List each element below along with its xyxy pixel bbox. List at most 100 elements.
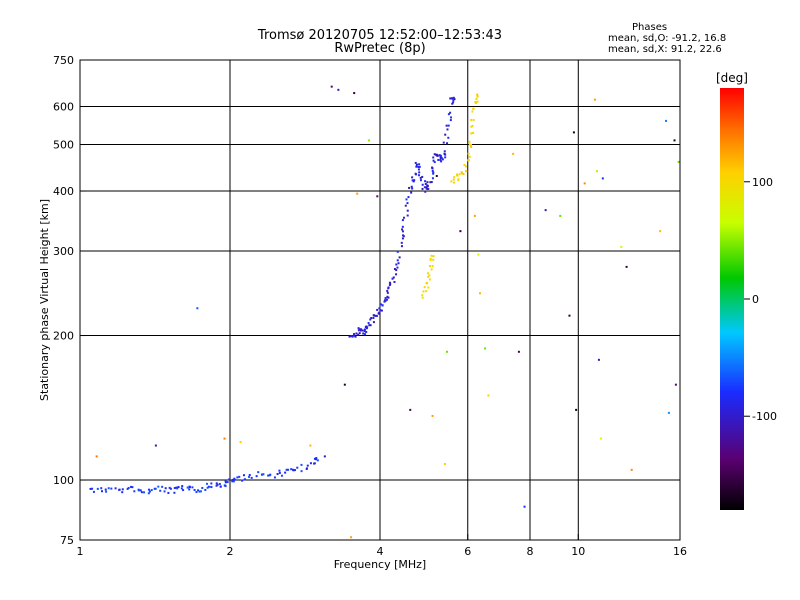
echo-point xyxy=(388,283,391,286)
echo-point xyxy=(353,333,356,336)
echo-point xyxy=(427,275,430,278)
echo-point xyxy=(659,230,662,233)
echo-point xyxy=(428,274,431,277)
echo-point xyxy=(439,157,442,160)
echo-point xyxy=(677,160,680,163)
echo-point xyxy=(387,296,390,299)
echo-point xyxy=(575,408,578,411)
echo-point xyxy=(300,470,303,473)
echo-point xyxy=(457,178,460,181)
echo-point xyxy=(352,334,355,337)
echo-point xyxy=(544,209,547,212)
echo-point xyxy=(365,331,368,334)
echo-point xyxy=(357,327,360,330)
echo-point xyxy=(169,487,172,490)
echo-point xyxy=(453,98,456,101)
echo-point xyxy=(444,156,447,159)
echo-point xyxy=(350,536,353,539)
echo-point xyxy=(447,113,450,116)
echo-point xyxy=(444,133,447,136)
y-tick-label: 600 xyxy=(53,101,74,114)
echo-point xyxy=(422,290,425,293)
echo-point xyxy=(470,125,473,128)
echo-point xyxy=(157,485,160,488)
echo-point xyxy=(163,490,166,493)
echo-point xyxy=(370,317,373,320)
echo-point xyxy=(130,485,133,488)
echo-point xyxy=(453,176,456,179)
echo-point xyxy=(402,216,405,219)
echo-point xyxy=(396,250,399,253)
echo-point xyxy=(429,181,432,184)
echo-point xyxy=(559,214,562,217)
echo-point xyxy=(121,491,124,494)
echo-point xyxy=(463,163,466,166)
echo-point xyxy=(180,487,183,490)
echo-point xyxy=(377,312,380,315)
echo-point xyxy=(523,505,526,508)
echo-point xyxy=(204,488,207,491)
echo-point xyxy=(449,119,452,122)
echo-point xyxy=(460,171,463,174)
echo-point xyxy=(280,474,283,477)
colorbar-tick-label: -100 xyxy=(752,410,777,423)
echo-point xyxy=(406,214,409,217)
echo-point xyxy=(411,176,414,179)
echo-point xyxy=(287,468,290,471)
echo-point xyxy=(465,170,468,173)
echo-point xyxy=(595,170,598,173)
echo-point xyxy=(425,290,428,293)
x-tick-label: 4 xyxy=(377,545,384,558)
echo-point xyxy=(186,486,189,489)
echo-point xyxy=(443,152,446,155)
echo-point xyxy=(323,455,326,458)
echo-point xyxy=(386,295,389,298)
echo-point xyxy=(267,474,270,477)
echo-point xyxy=(456,174,459,177)
echo-point xyxy=(384,299,387,302)
echo-point xyxy=(436,154,439,157)
echo-point xyxy=(419,179,422,182)
echo-point xyxy=(291,468,294,471)
echo-point xyxy=(467,158,470,161)
echo-point xyxy=(467,152,470,155)
echo-point xyxy=(126,487,129,490)
echo-point xyxy=(150,489,153,492)
echo-point xyxy=(231,478,234,481)
echo-point xyxy=(401,237,404,240)
echo-point xyxy=(243,478,246,481)
echo-point xyxy=(168,486,171,489)
echo-point xyxy=(468,140,471,143)
echo-point xyxy=(374,314,377,317)
echo-point xyxy=(475,101,478,104)
echo-point xyxy=(358,332,361,335)
echo-point xyxy=(391,277,394,280)
echo-point xyxy=(378,311,381,314)
echo-point xyxy=(414,172,417,175)
echo-point xyxy=(439,159,442,162)
echo-point xyxy=(278,469,281,472)
echo-point xyxy=(375,314,378,317)
echo-point xyxy=(433,161,436,164)
echo-point xyxy=(401,228,404,231)
echo-point xyxy=(359,329,362,332)
echo-point xyxy=(300,463,303,466)
echo-point xyxy=(389,282,392,285)
echo-point xyxy=(432,156,435,159)
echo-point xyxy=(476,100,479,103)
echo-point xyxy=(384,297,387,300)
echo-point xyxy=(104,488,107,491)
echo-point xyxy=(255,475,258,478)
x-tick-label: 8 xyxy=(527,545,534,558)
echo-point xyxy=(224,480,227,483)
echo-point xyxy=(441,158,444,161)
echo-point xyxy=(380,303,383,306)
echo-point xyxy=(378,307,381,310)
echo-point xyxy=(421,187,424,190)
echo-point xyxy=(418,171,421,174)
echo-point xyxy=(423,186,426,189)
echo-point xyxy=(365,325,368,328)
echo-point xyxy=(188,486,191,489)
echo-point xyxy=(428,265,431,268)
echo-point xyxy=(431,414,434,417)
